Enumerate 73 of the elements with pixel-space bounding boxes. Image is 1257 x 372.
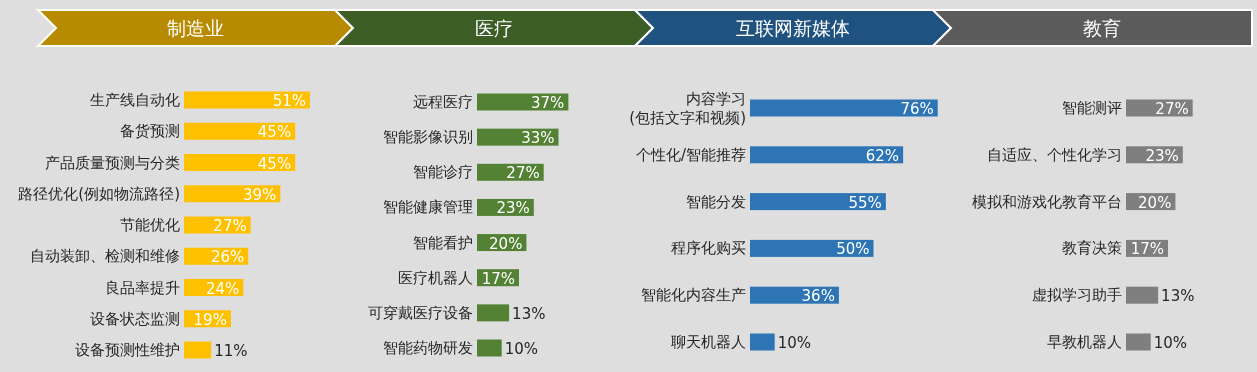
- data-label: 10%: [1153, 334, 1188, 352]
- data-label: 55%: [848, 193, 882, 212]
- y-tick-label: 内容学习 (包括文字和视频): [629, 89, 746, 127]
- y-tick-label: 智能分发: [686, 192, 746, 211]
- y-tick-label: 医疗机器人: [398, 268, 473, 287]
- y-tick-label: 智能诊疗: [413, 163, 473, 182]
- y-tick-label: 教育决策: [1062, 239, 1122, 258]
- data-label: 36%: [801, 287, 835, 306]
- data-label: 13%: [1161, 287, 1195, 306]
- data-label: 51%: [272, 92, 306, 110]
- y-tick-label: 可穿戴医疗设备: [368, 303, 473, 322]
- data-label: 45%: [257, 123, 292, 142]
- data-label: 23%: [1145, 146, 1179, 165]
- bar: [184, 341, 212, 359]
- y-tick-label: 设备预测性维护: [75, 341, 180, 359]
- y-tick-label: 自适应、个性化学习: [987, 145, 1122, 164]
- data-label: 37%: [531, 94, 565, 112]
- y-tick-label: 智能化内容生产: [641, 286, 746, 305]
- data-label: 27%: [1155, 100, 1189, 118]
- data-label: 76%: [900, 100, 934, 118]
- y-tick-label: 备货预测: [120, 122, 180, 141]
- y-tick-label: 程序化购买: [671, 239, 746, 258]
- y-tick-label: 个性化/智能推荐: [635, 145, 746, 164]
- data-label: 24%: [205, 279, 240, 298]
- data-label: 11%: [214, 342, 248, 360]
- y-tick-label: 智能看护: [413, 233, 473, 252]
- y-tick-label: 聊天机器人: [671, 333, 746, 351]
- y-tick-label: 智能健康管理: [383, 198, 473, 217]
- y-tick-label: 早教机器人: [1047, 333, 1122, 351]
- data-label: 27%: [506, 164, 540, 183]
- chart-title: 制造业: [167, 17, 224, 39]
- data-label: 45%: [257, 154, 292, 173]
- bar: [750, 333, 775, 351]
- data-label: 17%: [481, 269, 515, 288]
- data-label: 23%: [496, 199, 530, 218]
- data-label: 19%: [193, 310, 227, 329]
- y-tick-label: 路径优化(例如物流路径): [18, 184, 180, 203]
- bar: [750, 239, 874, 257]
- data-label: 62%: [865, 146, 900, 165]
- y-tick-label: 智能影像识别: [383, 128, 473, 147]
- bar: [1126, 333, 1151, 351]
- bar: [750, 193, 886, 211]
- bar: [477, 339, 502, 357]
- data-label: 33%: [521, 129, 555, 148]
- bar: [750, 146, 904, 164]
- y-tick-label: 设备状态监测: [90, 309, 180, 328]
- bar: [184, 91, 310, 109]
- y-tick-label: 自动装卸、检测和维修: [30, 247, 180, 266]
- chart-title: 互联网新媒体: [736, 17, 850, 39]
- data-label: 17%: [1130, 240, 1164, 259]
- data-label: 10%: [777, 334, 812, 352]
- data-label: 13%: [512, 304, 546, 323]
- y-tick-label: 良品率提升: [105, 278, 180, 297]
- y-tick-label: 产品质量预测与分类: [45, 153, 180, 172]
- data-label: 26%: [210, 248, 245, 267]
- data-label: 20%: [1138, 193, 1172, 212]
- data-label: 10%: [504, 340, 539, 358]
- y-tick-label: 模拟和游戏化教育平台: [972, 192, 1122, 211]
- y-tick-label: 智能测评: [1062, 99, 1122, 117]
- data-label: 20%: [489, 234, 523, 253]
- y-tick-label: 生产线自动化: [90, 91, 180, 109]
- chart-title: 医疗: [475, 17, 513, 39]
- data-label: 39%: [242, 185, 277, 204]
- bar: [477, 304, 510, 322]
- y-tick-label: 智能药物研发: [383, 339, 473, 357]
- y-tick-label: 节能优化: [120, 216, 180, 234]
- y-tick-label: 远程医疗: [413, 93, 473, 111]
- data-label: 27%: [213, 217, 247, 235]
- bar: [750, 99, 938, 117]
- y-tick-label: 虚拟学习助手: [1032, 286, 1122, 305]
- bar: [1126, 286, 1159, 304]
- data-label: 50%: [836, 240, 870, 259]
- chart-title: 教育: [1082, 17, 1121, 39]
